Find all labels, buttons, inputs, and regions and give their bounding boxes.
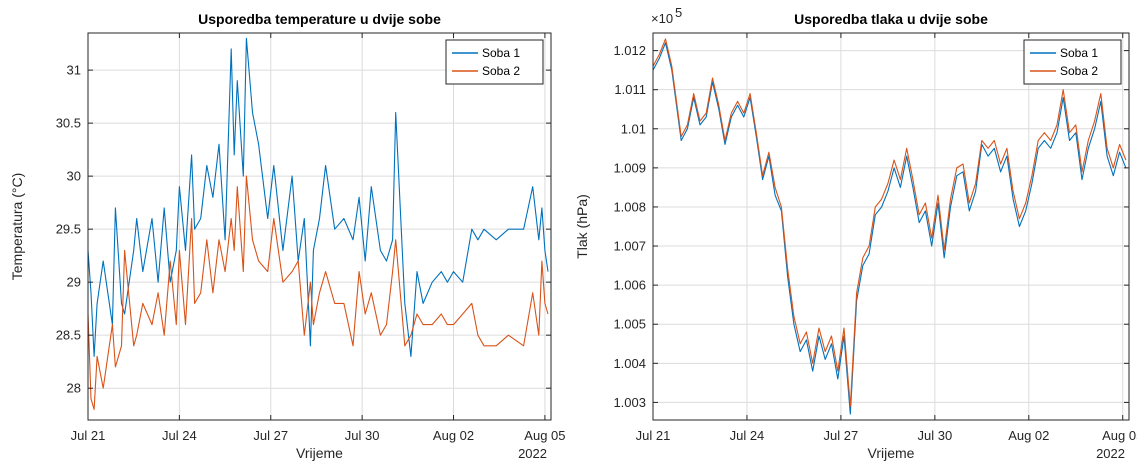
press-y-tick-label: 1.009 (613, 160, 646, 175)
temp-legend-box (445, 39, 544, 85)
press-chart: Jul 21 Jul 24 Jul 27 Jul 30 Aug 02 Aug 05 1.00… (574, 5, 1137, 461)
press-x-tick-label: Aug 05 (1102, 428, 1137, 443)
press-year-label: 2022 (1096, 446, 1125, 461)
temp-series-line-2 (87, 175, 549, 410)
temp-chart-title: Usporedba temperature u dvije sobe (198, 11, 441, 27)
temp-y-tick-label: 30.5 (56, 116, 81, 131)
temp-y-tick-label: 30 (67, 169, 81, 184)
press-x-tick-label: Aug 02 (1008, 428, 1049, 443)
temp-x-axis-label: Vrijeme (296, 445, 343, 461)
press-x-tick-label: Jul 24 (730, 428, 765, 443)
temp-y-tick-label: 29.5 (56, 222, 81, 237)
temp-y-tick-label: 31 (67, 63, 81, 78)
temp-x-tick-label: Aug 02 (433, 428, 474, 443)
press-x-tick-label: Jul 21 (636, 428, 671, 443)
press-series-line-1 (652, 42, 1127, 415)
press-y-tick-label: 1.003 (613, 395, 646, 410)
press-legend-label-1: Soba 1 (1060, 46, 1098, 60)
temp-x-tick-label: Jul 27 (253, 428, 288, 443)
temp-y-tick-label: 29 (67, 275, 81, 290)
press-legend-label-2: Soba 2 (1060, 64, 1098, 78)
press-y-tick-label: 1.008 (613, 199, 646, 214)
press-x-tick-label: Jul 30 (917, 428, 952, 443)
temp-x-tick-label: Jul 30 (345, 428, 380, 443)
press-y-tick-label: 1.007 (613, 239, 646, 254)
press-series-line-2 (652, 38, 1127, 407)
press-y-tick-label: 1.006 (613, 278, 646, 293)
press-y-tick-label: 1.004 (613, 356, 646, 371)
press-y-tick-label: 1.005 (613, 317, 646, 332)
press-exponent-power: 5 (675, 5, 682, 20)
press-x-tick-label: Jul 27 (824, 428, 859, 443)
temp-x-tick-label: Aug 05 (524, 428, 565, 443)
temp-y-tick-label: 28 (67, 381, 81, 396)
temp-chart: Jul 21 Jul 24 Jul 27 Jul 30 Aug 02 Aug 05 28 28… (9, 11, 566, 461)
press-exponent-label: ×10 (651, 11, 673, 26)
temp-y-tick-label: 28.5 (56, 328, 81, 343)
press-chart-title: Usporedba tlaka u dvije sobe (794, 11, 988, 27)
press-legend-box (1023, 39, 1122, 85)
temp-year-label: 2022 (518, 446, 547, 461)
temp-plot-area (88, 33, 551, 420)
temp-y-axis-label: Temperatura (°C) (9, 173, 25, 281)
press-y-tick-label: 1.011 (614, 82, 646, 97)
press-plot-area (653, 33, 1129, 420)
temp-legend-label-1: Soba 1 (482, 46, 520, 60)
temp-x-tick-label: Jul 24 (162, 428, 197, 443)
temp-series-line-1 (87, 37, 549, 357)
temp-legend-label-2: Soba 2 (482, 64, 520, 78)
press-x-axis-label: Vrijeme (868, 445, 915, 461)
temp-x-tick-label: Jul 21 (71, 428, 106, 443)
press-axes-frame (652, 32, 1130, 421)
press-y-tick-label: 1.01 (621, 121, 646, 136)
press-y-tick-label: 1.012 (613, 43, 646, 58)
press-y-axis-label: Tlak (hPa) (574, 194, 590, 259)
temp-axes-frame (87, 32, 552, 421)
